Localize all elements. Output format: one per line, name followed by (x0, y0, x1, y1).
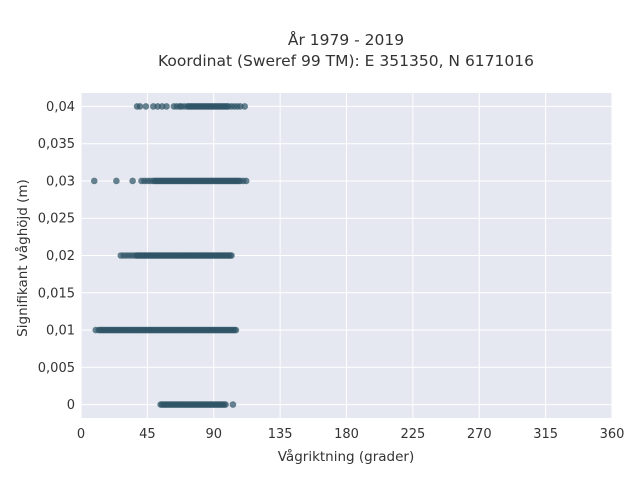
y-tick-label: 0,03 (46, 174, 75, 189)
x-tick-label: 90 (205, 427, 222, 442)
data-point (242, 177, 250, 185)
y-tick-label: 0,015 (38, 286, 75, 301)
data-point (228, 252, 235, 259)
data-point (222, 401, 229, 408)
x-tick-label: 45 (139, 427, 156, 442)
x-axis-ticks: 0 45 90 135 180 225 270 315 360 (77, 427, 625, 442)
chart-title-line2: Koordinat (Sweref 99 TM): E 351350, N 61… (158, 52, 534, 70)
x-tick-label: 0 (77, 427, 85, 442)
x-tick-label: 270 (467, 427, 492, 442)
y-tick-label: 0,02 (46, 249, 75, 264)
data-point (232, 326, 240, 334)
data-point (129, 177, 136, 185)
x-axis-title: Vågriktning (grader) (278, 448, 415, 465)
data-point (90, 177, 98, 185)
y-tick-label: 0,035 (38, 137, 75, 152)
y-axis-title: Signifikant våghöjd (m) (14, 179, 31, 337)
y-axis-ticks: 0 0,005 0,01 0,015 0,02 0,025 0,03 0,035 0,04 (38, 100, 75, 413)
x-tick-label: 180 (334, 427, 359, 442)
data-point (136, 103, 144, 110)
data-point (241, 103, 249, 110)
data-point (163, 103, 170, 110)
grid-lines (80, 93, 613, 418)
y-tick-label: 0 (67, 398, 75, 413)
x-tick-label: 315 (533, 427, 558, 442)
y-tick-label: 0,04 (46, 100, 75, 115)
data-point (113, 177, 120, 185)
chart-title-line1: År 1979 - 2019 (288, 30, 404, 49)
data-points (90, 103, 250, 408)
x-tick-label: 135 (268, 427, 293, 442)
x-tick-label: 360 (600, 427, 625, 442)
x-tick-label: 225 (400, 427, 425, 442)
y-tick-label: 0,01 (46, 324, 75, 339)
y-tick-label: 0,025 (38, 212, 75, 227)
data-point (142, 103, 150, 110)
data-point (229, 401, 237, 408)
y-tick-label: 0,005 (38, 361, 75, 376)
